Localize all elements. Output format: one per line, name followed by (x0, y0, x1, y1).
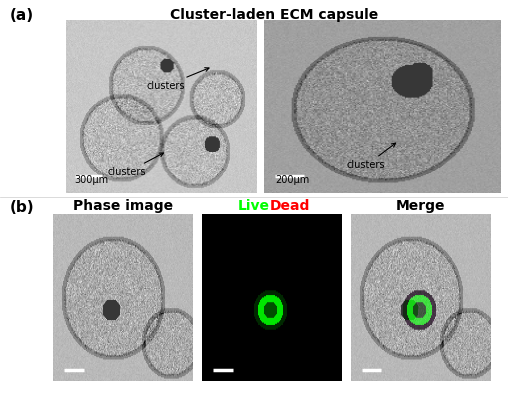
Text: Dead: Dead (270, 199, 310, 213)
Text: 300μm: 300μm (75, 175, 109, 185)
Text: clusters: clusters (108, 153, 164, 177)
Text: clusters: clusters (146, 67, 209, 91)
Text: Phase image: Phase image (73, 199, 173, 213)
Text: 200μm: 200μm (275, 175, 309, 185)
Text: (b): (b) (10, 200, 35, 216)
Text: Live: Live (238, 199, 270, 213)
Text: Cluster-laden ECM capsule: Cluster-laden ECM capsule (170, 8, 378, 22)
Text: clusters: clusters (347, 143, 396, 170)
Text: Merge: Merge (396, 199, 446, 213)
Text: (a): (a) (10, 8, 34, 23)
